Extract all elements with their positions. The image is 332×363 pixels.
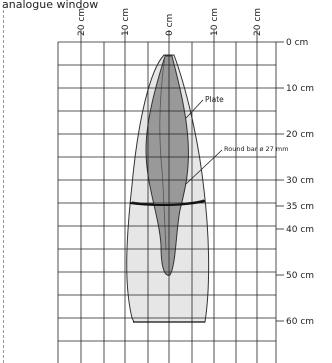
plate-label: Plate: [205, 95, 224, 104]
depth-label: 50 cm: [286, 271, 314, 281]
top-scale-label: 20 cm: [77, 8, 87, 36]
round-bar-label: Round bar ø 27 mm: [224, 145, 289, 153]
grid: [57, 30, 277, 363]
depth-ticks: [276, 41, 284, 322]
plate-leader: [185, 99, 204, 119]
top-scale-label: 0 cm: [165, 14, 175, 36]
depth-label: 0 cm: [286, 38, 308, 48]
top-scale-label: 10 cm: [210, 8, 220, 36]
window-border: [3, 10, 4, 363]
depth-35-boundary: [129, 200, 206, 207]
depth-label: 40 cm: [286, 225, 314, 235]
depth-label: 35 cm: [286, 202, 314, 212]
depth-label: 20 cm: [286, 130, 314, 140]
plate-shape: [159, 55, 167, 251]
depth-label: 60 cm: [286, 317, 314, 327]
depth-label: 10 cm: [286, 84, 314, 94]
top-scale-label: 20 cm: [253, 8, 263, 36]
window-title: analogue window: [2, 0, 99, 11]
top-scale-label: 10 cm: [121, 8, 131, 36]
depth-label: 30 cm: [286, 176, 314, 186]
round-bar-leader: [185, 149, 223, 185]
